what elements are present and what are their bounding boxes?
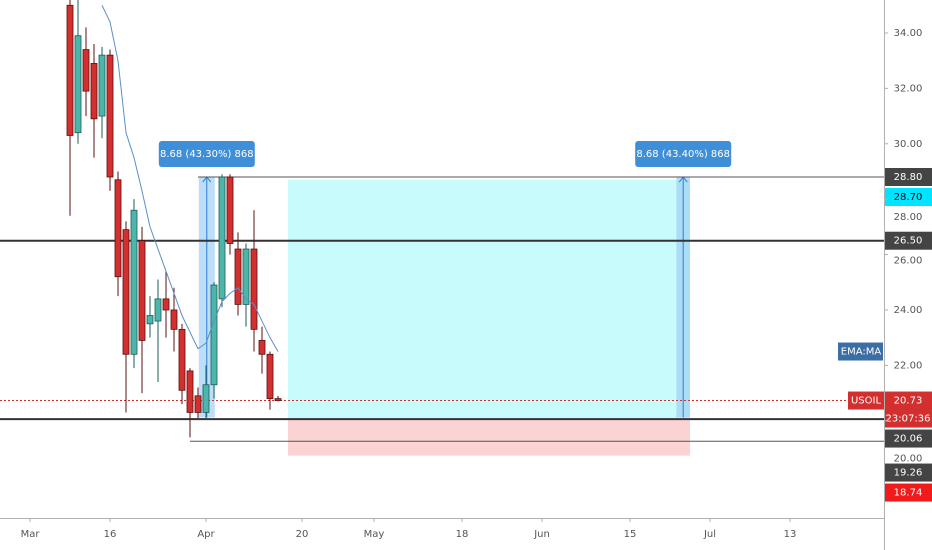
- price-label-box: [885, 188, 932, 207]
- measure-label-box: [635, 141, 732, 168]
- candle-body: [122, 229, 130, 355]
- candle-body: [114, 179, 122, 278]
- x-tick-label: Jun: [533, 529, 550, 540]
- candle-body: [234, 248, 242, 305]
- candle-body: [178, 328, 186, 391]
- candle-body: [138, 240, 146, 341]
- candle-body: [74, 35, 82, 134]
- price-label: 20.06: [894, 434, 923, 445]
- price-label-box: [885, 429, 932, 448]
- measure-label: 8.68 (43.30%) 868: [160, 149, 254, 160]
- x-tick-label: Mar: [21, 529, 41, 540]
- candle-body: [130, 209, 138, 355]
- price-label-box: [885, 168, 932, 187]
- candle-body: [170, 309, 178, 330]
- candle-body: [146, 315, 154, 325]
- candle-body: [202, 384, 210, 413]
- candle-body: [98, 54, 106, 117]
- measure-label-box: [158, 141, 255, 168]
- candle-body: [250, 248, 258, 330]
- candle-body: [266, 353, 274, 400]
- y-tick-label: 32.00: [894, 83, 923, 94]
- candle-body: [90, 63, 98, 120]
- y-tick-label: 20.00: [894, 454, 923, 465]
- ema-label: EMA:MA: [841, 347, 882, 358]
- x-tick-label: 13: [784, 529, 797, 540]
- stop-zone: [288, 419, 690, 456]
- y-tick-label: 24.00: [894, 305, 923, 316]
- symbol-label-box: [848, 391, 884, 410]
- x-tick-label: 18: [456, 529, 469, 540]
- price-label-box: [885, 463, 932, 482]
- price-label: 28.70: [894, 192, 923, 203]
- ema-line: [101, 5, 279, 352]
- price-label: 18.74: [894, 488, 923, 499]
- candle-body: [274, 398, 282, 401]
- y-tick-label: 22.00: [894, 360, 923, 371]
- countdown: 23:07:36: [886, 414, 931, 425]
- candle-body: [194, 395, 202, 413]
- ema-label-box: [838, 342, 883, 361]
- y-tick-label: 28.00: [894, 212, 923, 223]
- measure-label: 8.68 (43.40%) 868: [636, 149, 730, 160]
- x-tick-label: Apr: [197, 529, 215, 540]
- x-tick-label: 20: [296, 529, 309, 540]
- y-tick-label: 30.00: [894, 139, 923, 150]
- price-label-box: [885, 231, 932, 250]
- target-zone: [288, 179, 690, 420]
- price-label: 28.80: [894, 172, 923, 183]
- price-label: 20.73: [894, 396, 923, 407]
- candle-body: [82, 49, 90, 92]
- x-tick-label: 16: [104, 529, 117, 540]
- price-label: 19.26: [894, 468, 923, 479]
- candle-body: [226, 176, 234, 244]
- price-label-box: [885, 483, 932, 502]
- candle-body: [154, 298, 162, 322]
- symbol-label: USOIL: [851, 396, 881, 407]
- x-tick-label: May: [364, 529, 385, 540]
- y-tick-label: 34.00: [894, 28, 923, 39]
- candle-body: [186, 370, 194, 413]
- candle-body: [210, 284, 218, 386]
- candle-body: [106, 54, 114, 178]
- candle-body: [242, 248, 250, 305]
- candle-body: [162, 298, 170, 311]
- x-tick-label: Jul: [703, 529, 716, 540]
- candle-body: [66, 4, 74, 136]
- x-tick-label: 15: [624, 529, 637, 540]
- candle-body: [218, 176, 226, 300]
- y-tick-label: 26.00: [894, 256, 923, 267]
- price-label-box: [885, 391, 932, 428]
- price-label: 26.50: [894, 236, 923, 247]
- candle-body: [258, 340, 266, 355]
